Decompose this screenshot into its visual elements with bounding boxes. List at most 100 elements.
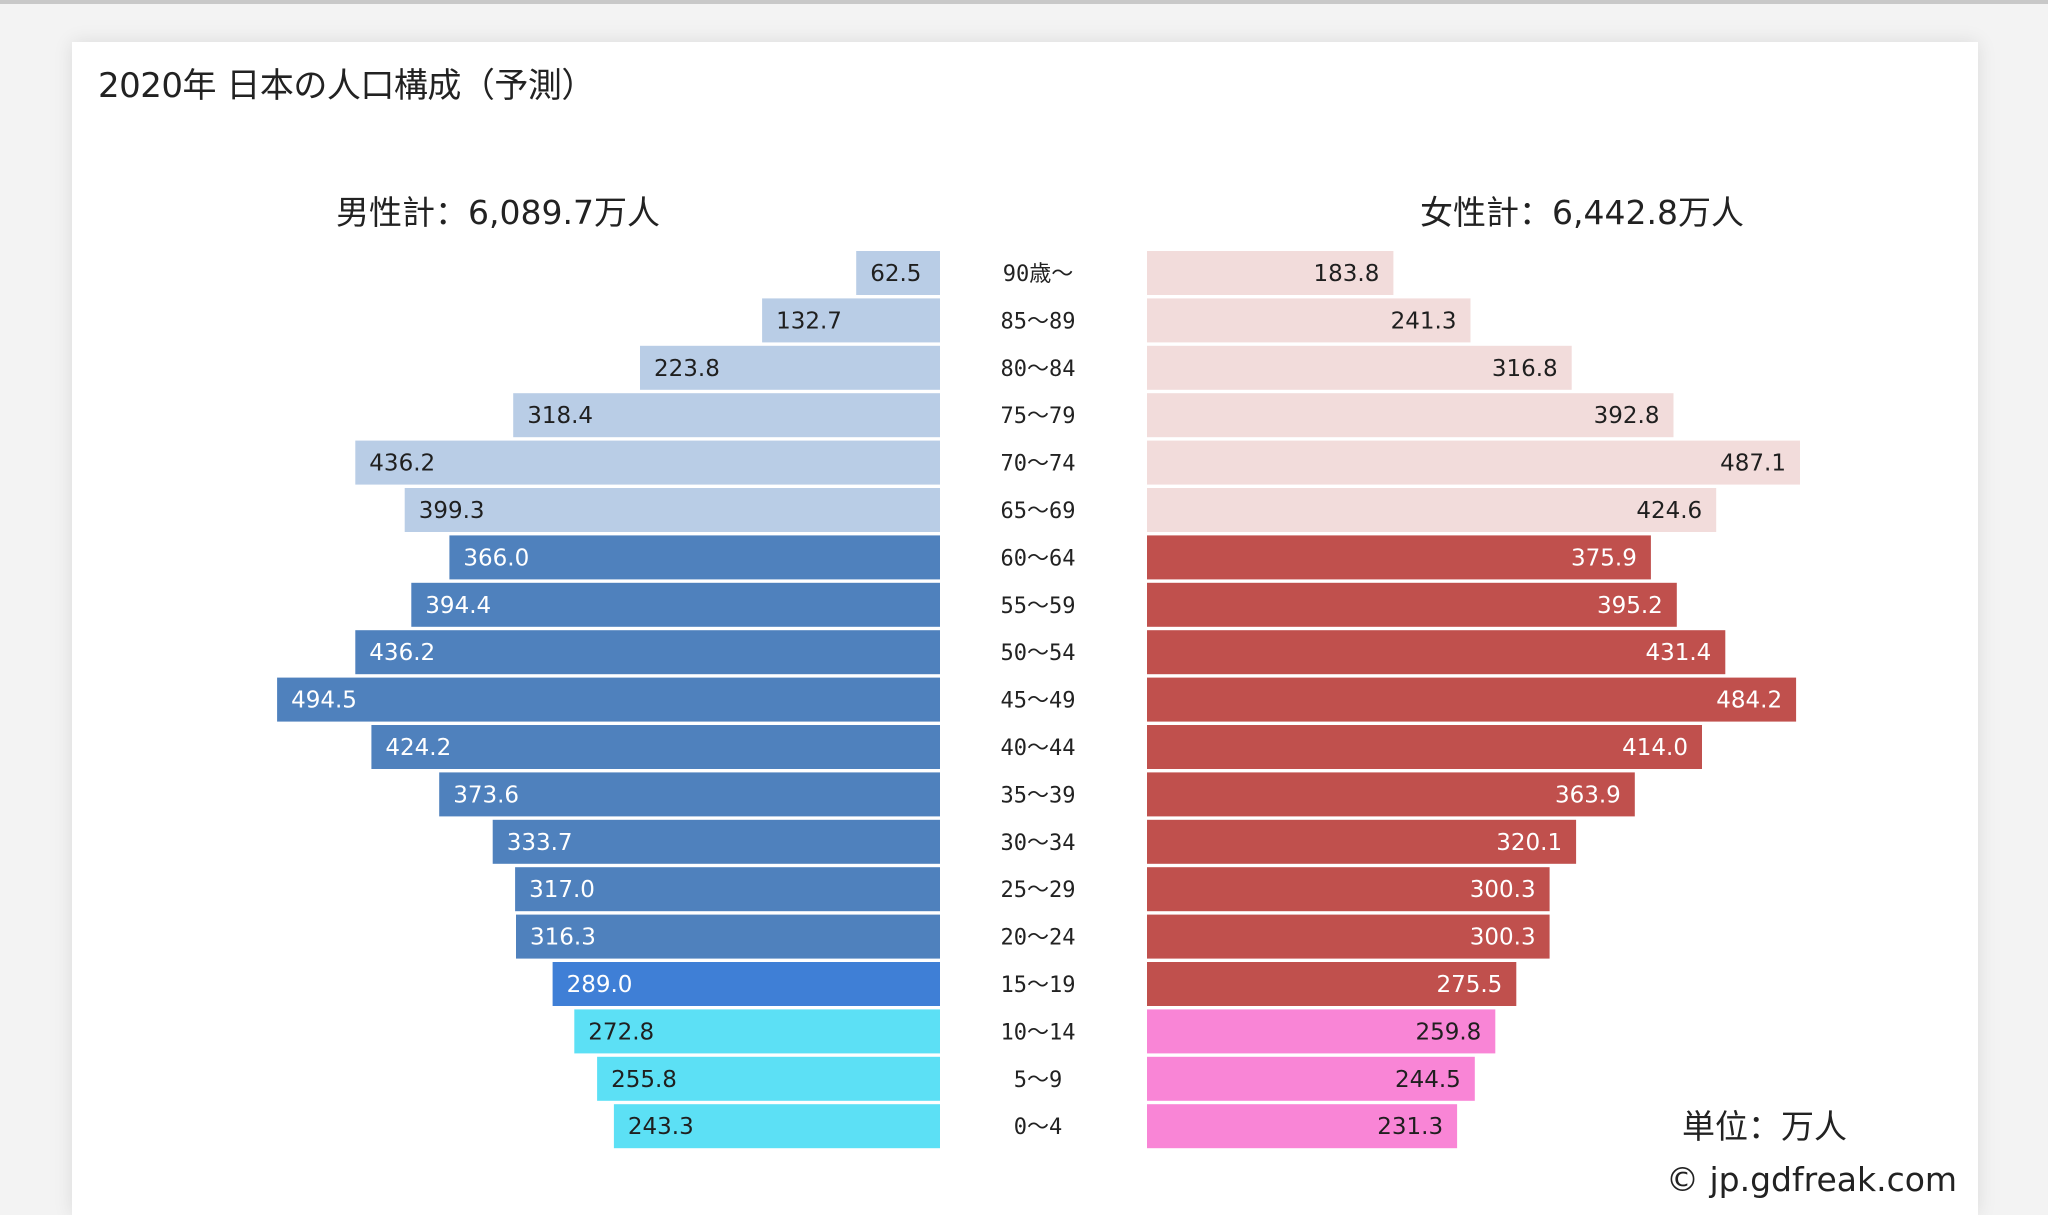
female-value-label: 259.8 bbox=[1415, 1019, 1481, 1045]
male-value-label: 333.7 bbox=[507, 830, 573, 856]
female-value-label: 392.8 bbox=[1594, 403, 1660, 429]
age-group-label: 20～24 bbox=[1001, 926, 1076, 951]
age-group-label: 5～9 bbox=[1014, 1068, 1063, 1093]
male-bar bbox=[277, 677, 941, 722]
male-bar bbox=[516, 914, 940, 959]
male-value-label: 223.8 bbox=[654, 356, 720, 382]
female-bar bbox=[1147, 488, 1717, 532]
female-value-label: 241.3 bbox=[1391, 308, 1457, 334]
female-bar bbox=[1147, 440, 1800, 485]
female-bar bbox=[1147, 725, 1702, 769]
female-value-label: 183.8 bbox=[1314, 261, 1380, 287]
male-value-label: 436.2 bbox=[369, 451, 435, 477]
male-value-label: 373.6 bbox=[453, 782, 519, 808]
male-value-label: 255.8 bbox=[611, 1067, 677, 1093]
male-bar bbox=[552, 962, 940, 1006]
female-bar bbox=[1147, 345, 1572, 390]
female-value-label: 424.6 bbox=[1636, 498, 1702, 524]
female-bar bbox=[1147, 962, 1517, 1006]
age-group-label: 60～64 bbox=[1001, 546, 1076, 571]
age-group-label: 75～79 bbox=[1001, 404, 1076, 429]
age-group-label: 65～69 bbox=[1001, 499, 1076, 524]
male-bar bbox=[355, 630, 940, 675]
age-group-label: 85～89 bbox=[1001, 309, 1076, 334]
female-bar bbox=[1147, 298, 1471, 343]
female-bar bbox=[1147, 867, 1550, 912]
chart-title: 2020年 日本の人口構成（予測） bbox=[98, 66, 595, 106]
female-bar bbox=[1147, 1104, 1458, 1149]
female-bar bbox=[1147, 819, 1577, 864]
age-group-label: 15～19 bbox=[1001, 973, 1076, 998]
age-group-label: 10～14 bbox=[1001, 1020, 1076, 1045]
male-value-label: 132.7 bbox=[776, 308, 842, 334]
credit-label: © jp.gdfreak.com bbox=[1666, 1160, 1958, 1199]
male-bar bbox=[640, 345, 940, 390]
female-value-label: 320.1 bbox=[1496, 830, 1562, 856]
female-value-label: 363.9 bbox=[1555, 782, 1621, 808]
female-bar bbox=[1147, 535, 1651, 580]
male-value-label: 494.5 bbox=[291, 688, 357, 714]
male-bar bbox=[355, 440, 940, 485]
unit-label: 単位：万人 bbox=[1682, 1107, 1847, 1146]
female-value-label: 375.9 bbox=[1571, 545, 1637, 571]
female-value-label: 431.4 bbox=[1645, 640, 1711, 666]
male-value-label: 394.4 bbox=[425, 593, 491, 619]
age-group-label: 90歳～ bbox=[1003, 262, 1074, 287]
female-value-label: 487.1 bbox=[1720, 451, 1786, 477]
male-total-label: 男性計：6,089.7万人 bbox=[336, 193, 660, 232]
age-group-label: 70～74 bbox=[1001, 452, 1076, 477]
age-group-label: 55～59 bbox=[1001, 594, 1076, 619]
female-value-label: 316.8 bbox=[1492, 356, 1558, 382]
male-bar bbox=[515, 867, 940, 912]
male-value-label: 317.0 bbox=[529, 877, 595, 903]
male-bar bbox=[449, 535, 940, 580]
female-total-label: 女性計：6,442.8万人 bbox=[1420, 193, 1744, 232]
female-bar bbox=[1147, 1056, 1475, 1101]
male-bar bbox=[404, 488, 940, 532]
male-bar bbox=[856, 251, 940, 295]
female-value-label: 231.3 bbox=[1377, 1114, 1443, 1140]
female-value-label: 300.3 bbox=[1470, 925, 1536, 951]
male-bar bbox=[597, 1056, 940, 1101]
female-value-label: 414.0 bbox=[1622, 735, 1688, 761]
male-value-label: 399.3 bbox=[419, 498, 485, 524]
female-bar bbox=[1147, 630, 1726, 675]
male-value-label: 316.3 bbox=[530, 925, 596, 951]
male-bar bbox=[613, 1104, 940, 1149]
female-bar bbox=[1147, 393, 1674, 438]
male-value-label: 436.2 bbox=[369, 640, 435, 666]
female-bar bbox=[1147, 914, 1550, 959]
male-value-label: 62.5 bbox=[870, 261, 921, 287]
female-value-label: 395.2 bbox=[1597, 593, 1663, 619]
age-group-label: 35～39 bbox=[1001, 783, 1076, 808]
male-value-label: 424.2 bbox=[385, 735, 451, 761]
male-value-label: 289.0 bbox=[567, 972, 633, 998]
female-bar bbox=[1147, 251, 1394, 295]
age-group-label: 50～54 bbox=[1001, 641, 1076, 666]
male-bar bbox=[411, 582, 940, 627]
age-group-label: 40～44 bbox=[1001, 736, 1076, 761]
chart-card bbox=[72, 42, 1978, 1215]
male-bar bbox=[762, 298, 940, 343]
age-group-label: 25～29 bbox=[1001, 878, 1076, 903]
female-bar bbox=[1147, 1009, 1496, 1054]
male-bar bbox=[371, 725, 940, 769]
age-group-label: 80～84 bbox=[1001, 357, 1076, 382]
age-group-label: 45～49 bbox=[1001, 689, 1076, 714]
female-value-label: 300.3 bbox=[1470, 877, 1536, 903]
female-bar bbox=[1147, 772, 1635, 817]
age-group-label: 0～4 bbox=[1014, 1115, 1063, 1140]
male-value-label: 243.3 bbox=[628, 1114, 694, 1140]
male-bar bbox=[574, 1009, 940, 1054]
age-group-label: 30～34 bbox=[1001, 831, 1076, 856]
male-value-label: 366.0 bbox=[463, 545, 529, 571]
female-value-label: 244.5 bbox=[1395, 1067, 1461, 1093]
male-bar bbox=[492, 819, 940, 864]
top-rule bbox=[0, 0, 2048, 4]
female-value-label: 275.5 bbox=[1436, 972, 1502, 998]
male-bar bbox=[439, 772, 940, 817]
female-bar bbox=[1147, 677, 1797, 722]
female-bar bbox=[1147, 582, 1677, 627]
male-bar bbox=[513, 393, 940, 438]
